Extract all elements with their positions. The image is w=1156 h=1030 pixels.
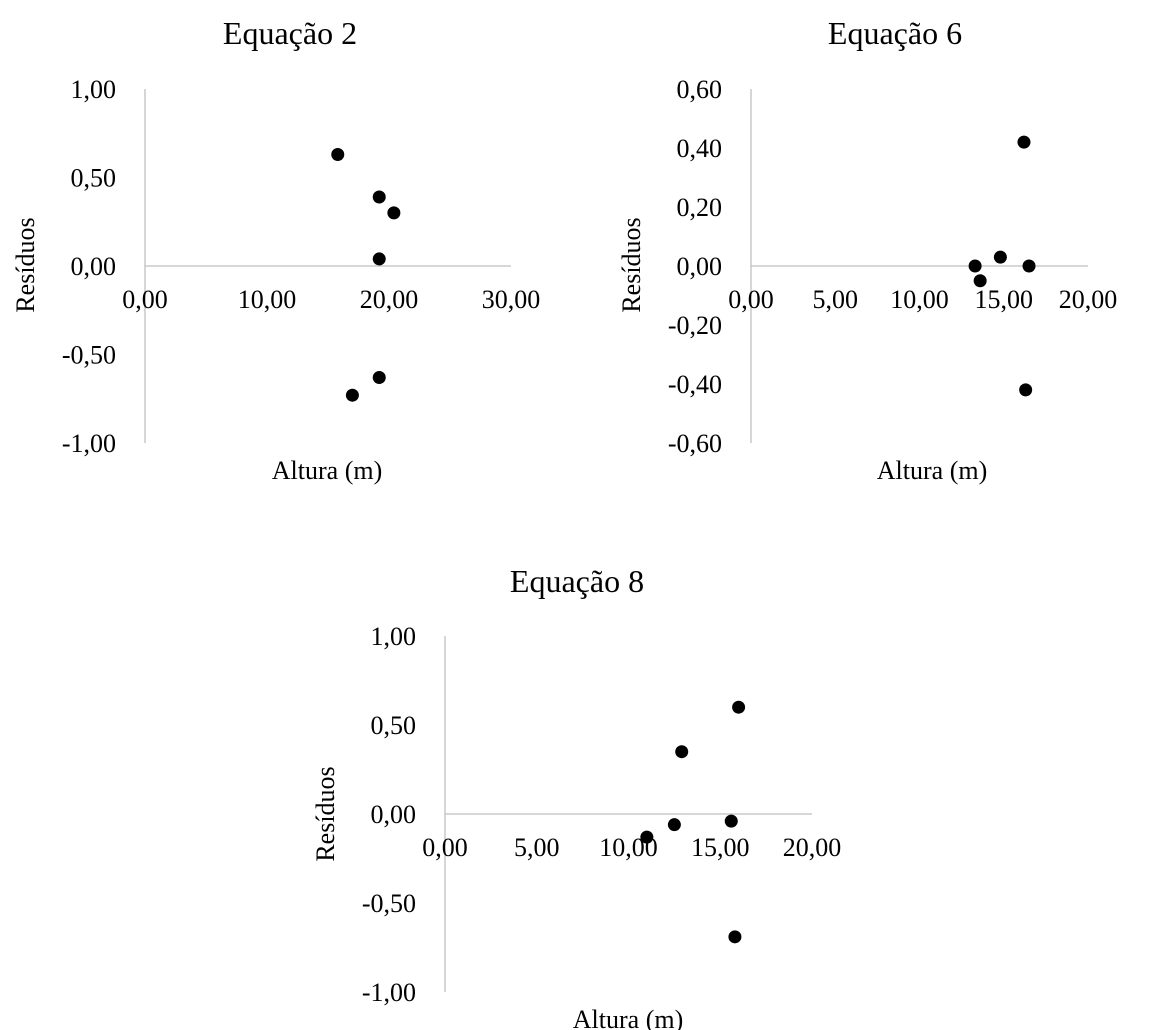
data-point bbox=[968, 259, 982, 273]
x-tick-label: 20,00 bbox=[360, 285, 419, 314]
data-point bbox=[372, 371, 386, 385]
y-tick-label: 1,00 bbox=[371, 622, 417, 651]
y-tick-label: 0,00 bbox=[71, 252, 117, 281]
chart-3: Equação 81,000,500,00-0,50-1,000,00 5,00 1… bbox=[311, 563, 841, 1030]
y-tick-label: 0,20 bbox=[677, 193, 723, 222]
data-point bbox=[640, 830, 654, 844]
data-point bbox=[1022, 259, 1036, 273]
y-tick-label: -1,00 bbox=[362, 978, 416, 1007]
x-axis-label: Altura (m) bbox=[573, 1005, 683, 1030]
y-tick-label: 1,00 bbox=[71, 75, 117, 104]
data-point bbox=[973, 274, 987, 288]
chart-title: Equação 6 bbox=[828, 15, 962, 51]
data-point bbox=[667, 818, 681, 832]
x-tick-label: 20,00 bbox=[783, 833, 842, 862]
data-point bbox=[372, 252, 386, 266]
data-point bbox=[724, 814, 738, 828]
y-tick-label: 0,50 bbox=[371, 711, 417, 740]
y-tick-label: 0,40 bbox=[677, 134, 723, 163]
y-axis-label: Resíduos bbox=[617, 217, 646, 312]
x-tick-label: 5,00 bbox=[813, 285, 859, 314]
data-point bbox=[993, 250, 1007, 264]
data-point bbox=[387, 206, 401, 220]
y-tick-label: 0,60 bbox=[677, 75, 723, 104]
x-tick-label: 15,00 bbox=[691, 833, 750, 862]
x-tick-label: 0,00 bbox=[728, 285, 774, 314]
x-tick-label: 30,00 bbox=[482, 285, 541, 314]
y-tick-label: 0,00 bbox=[371, 800, 417, 829]
y-axis-label: Resíduos bbox=[11, 217, 40, 312]
x-tick-label: 0,00 bbox=[422, 833, 468, 862]
data-point bbox=[1017, 135, 1031, 149]
y-tick-label: 0,00 bbox=[677, 252, 723, 281]
x-axis-label: Altura (m) bbox=[272, 456, 382, 485]
data-point bbox=[675, 745, 689, 759]
y-tick-label: 0,50 bbox=[71, 164, 117, 193]
y-tick-label: -0,50 bbox=[362, 889, 416, 918]
y-axis-label: Resíduos bbox=[311, 766, 340, 861]
x-tick-label: 10,00 bbox=[238, 285, 297, 314]
x-tick-label: 0,00 bbox=[122, 285, 168, 314]
x-axis-label: Altura (m) bbox=[877, 456, 987, 485]
data-point bbox=[732, 700, 746, 714]
x-tick-label: 10,00 bbox=[890, 285, 949, 314]
y-tick-label: -0,20 bbox=[668, 311, 722, 340]
data-point bbox=[345, 388, 359, 402]
y-tick-label: -0,50 bbox=[62, 341, 116, 370]
x-tick-label: 5,00 bbox=[514, 833, 560, 862]
data-point bbox=[372, 190, 386, 204]
chart-title: Equação 8 bbox=[510, 563, 644, 599]
data-point bbox=[331, 147, 345, 161]
y-tick-label: -0,40 bbox=[668, 370, 722, 399]
x-tick-label: 15,00 bbox=[975, 285, 1034, 314]
chart-title: Equação 2 bbox=[223, 15, 357, 51]
y-tick-label: -1,00 bbox=[62, 429, 116, 458]
data-point bbox=[728, 930, 742, 944]
chart-2: Equação 60,600,400,200,00-0,20-0,40-0,60… bbox=[617, 15, 1117, 485]
y-tick-label: -0,60 bbox=[668, 429, 722, 458]
chart-1: Equação 21,000,500,00-0,50-1,000,00 10,00… bbox=[11, 15, 540, 485]
data-point bbox=[1019, 383, 1033, 397]
x-tick-label: 20,00 bbox=[1059, 285, 1118, 314]
